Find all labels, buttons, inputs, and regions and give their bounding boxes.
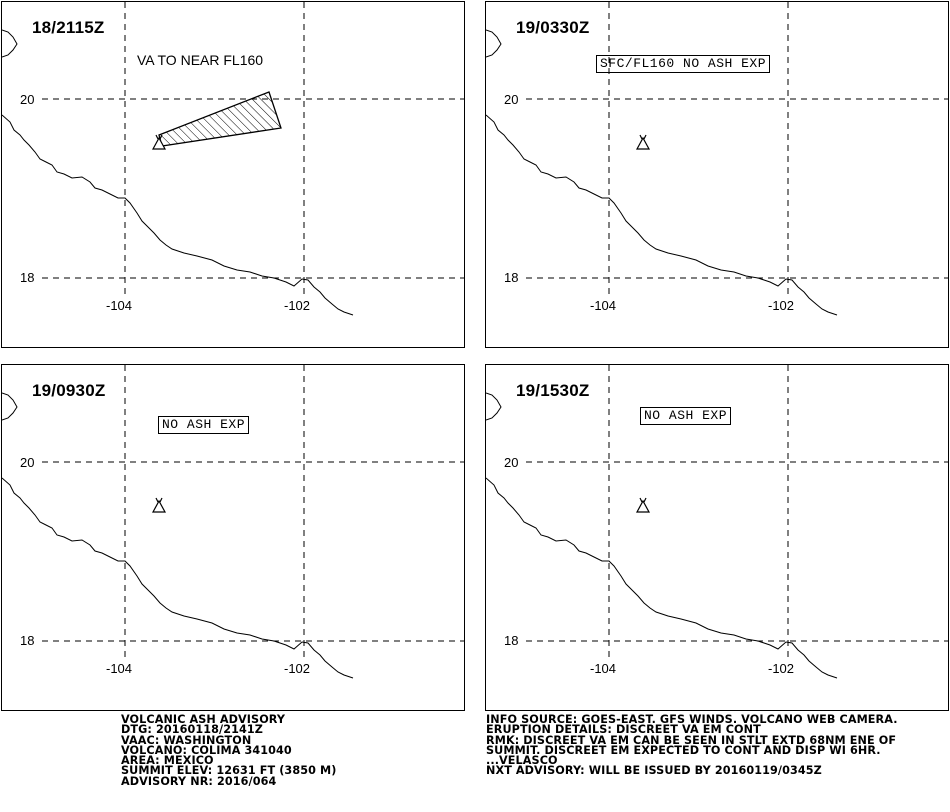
advisory-line: VOLCANIC ASH ADVISORY (121, 713, 286, 726)
ash-cloud-area (158, 91, 282, 147)
volcano-triangle-icon (151, 497, 167, 513)
lat-label-20: 20 (20, 455, 35, 470)
advisory-line: NXT ADVISORY: WILL BE ISSUED BY 20160119… (486, 764, 822, 778)
lat-lon-grid (42, 2, 464, 297)
lon-label-104: -104 (590, 661, 617, 676)
advisory-line: AREA: MEXICO (121, 754, 214, 768)
advisory-line: INFO SOURCE: GOES-EAST. GFS WINDS. VOLCA… (486, 713, 898, 726)
panel-time: 19/0330Z (516, 18, 590, 37)
advisory-line: SUMMIT. DISCREET EM EXPECTED TO CONT AND… (486, 743, 881, 757)
lon-label-104: -104 (106, 298, 133, 313)
advisory-line: SUMMIT ELEV: 12631 FT (3850 M) (121, 764, 337, 778)
lat-lon-grid (42, 365, 464, 660)
advisory-line: RMK: DISCREET VA EM CAN BE SEEN IN STLT … (486, 733, 897, 747)
lat-label-18: 18 (20, 270, 35, 285)
volcano-triangle-icon (635, 134, 651, 150)
lat-label-18: 18 (504, 270, 519, 285)
advisory-line: ...VELASCO (486, 754, 558, 768)
advisory-line: VOLCANO: COLIMA 341040 (121, 743, 292, 757)
lat-lon-grid (526, 365, 948, 660)
lat-label-20: 20 (20, 92, 35, 107)
ash-forecast-note: SFC/FL160 NO ASH EXP (596, 55, 771, 73)
panel-time: 19/0930Z (32, 381, 106, 400)
panel-time: 18/2115Z (32, 18, 105, 37)
lat-label-18: 18 (504, 633, 519, 648)
forecast-panel-2: 19/0330Z SFC/FL160 NO ASH EXP 20 18 -104 -102 (485, 1, 949, 348)
lon-label-104: -104 (590, 298, 617, 313)
ash-forecast-note: NO ASH EXP (640, 407, 732, 425)
volcano-triangle-icon (635, 497, 651, 513)
lon-label-102: -102 (768, 661, 795, 676)
advisory-line: ADVISORY NR: 2016/064 (121, 774, 277, 788)
forecast-panel-3: 19/0930Z NO ASH EXP 20 18 -104 -102 (1, 364, 465, 711)
lat-label-18: 18 (20, 633, 35, 648)
forecast-panel-4: 19/1530Z NO ASH EXP 20 18 -104 -102 (485, 364, 949, 711)
advisory-line: DTG: 20160118/2141Z (121, 723, 263, 737)
lat-lon-grid (526, 2, 948, 297)
advisory-info-right: INFO SOURCE: GOES-EAST. GFS WINDS. VOLCA… (486, 713, 898, 778)
advisory-line: VAAC: WASHINGTON (121, 733, 252, 747)
volcano-triangle-icon (151, 134, 167, 150)
panel-time: 19/1530Z (516, 381, 590, 400)
advisory-line: ERUPTION DETAILS: DISCREET VA EM CONT (486, 723, 761, 737)
lon-label-102: -102 (768, 298, 795, 313)
ash-forecast-note: VA TO NEAR FL160 (137, 52, 264, 68)
coastline (486, 392, 838, 679)
lon-label-102: -102 (284, 298, 311, 313)
ash-forecast-note: NO ASH EXP (158, 416, 250, 434)
advisory-info-left: VOLCANIC ASH ADVISORY DTG: 20160118/2141… (121, 713, 337, 788)
lat-label-20: 20 (504, 92, 519, 107)
lon-label-102: -102 (284, 661, 311, 676)
coastline (2, 392, 354, 679)
lon-label-104: -104 (106, 661, 133, 676)
coastline (2, 29, 354, 316)
lat-label-20: 20 (504, 455, 519, 470)
forecast-panel-1: 18/2115Z VA TO NEAR FL160 20 18 -104 -102 (1, 1, 465, 348)
